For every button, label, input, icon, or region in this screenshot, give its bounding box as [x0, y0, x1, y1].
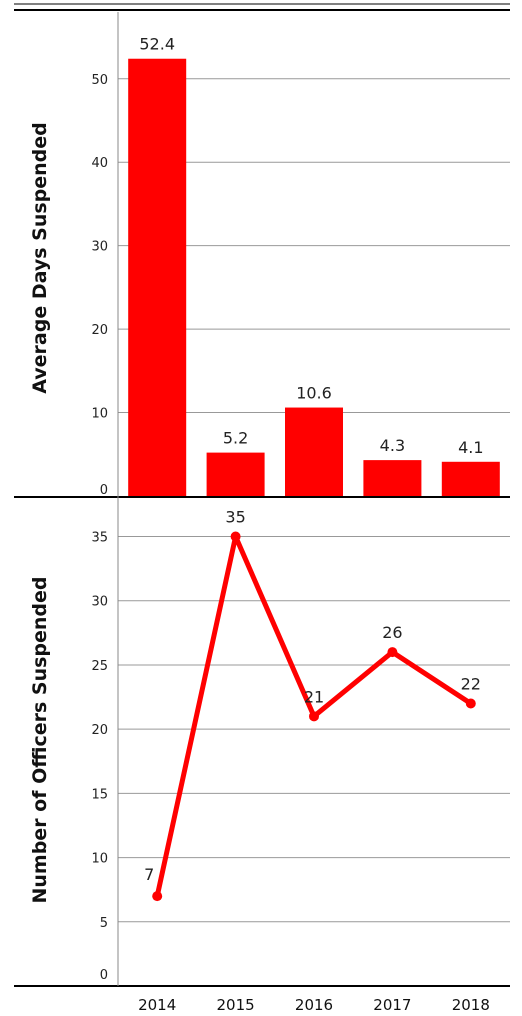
line-data-label: 22 [461, 674, 481, 693]
bar-y-tick: 50 [91, 73, 108, 88]
line-y-tick: 15 [91, 787, 108, 802]
line-point-2015 [230, 531, 241, 542]
line-data-label: 21 [304, 687, 324, 706]
line-data-labels: 7 35 21 26 22 [144, 508, 481, 885]
bar-data-label: 5.2 [223, 429, 248, 448]
line-y-tick: 20 [91, 723, 108, 738]
bar-y-tick: 40 [91, 156, 108, 171]
x-tick-2018: 2018 [452, 996, 490, 1014]
line-point-2017 [387, 647, 398, 658]
bar-y-tick-labels: 0 10 20 30 40 50 [91, 73, 108, 498]
line-y-tick: 35 [91, 531, 108, 546]
line-data-label: 35 [225, 508, 245, 527]
bar-data-label: 52.4 [139, 35, 175, 54]
x-tick-2014: 2014 [138, 996, 176, 1014]
x-tick-2015: 2015 [217, 996, 255, 1014]
line-points [152, 531, 476, 902]
bar-marks [128, 58, 500, 497]
bar-data-label: 10.6 [296, 384, 332, 403]
line-y-tick-labels: 0 5 10 15 20 25 30 35 [91, 531, 108, 983]
bar-2017 [363, 460, 422, 496]
x-tick-2017: 2017 [373, 996, 411, 1014]
bar-2018 [441, 461, 500, 496]
x-tick-2016: 2016 [295, 996, 333, 1014]
bar-data-label: 4.3 [380, 436, 405, 455]
line-y-tick: 5 [100, 916, 108, 931]
line-point-2018 [465, 698, 476, 709]
bar-2015 [206, 452, 265, 496]
bar-y-axis-label: Average Days Suspended [29, 122, 51, 394]
line-y-tick: 25 [91, 659, 108, 674]
line-point-2016 [309, 711, 319, 722]
x-tick-labels: 2014 2015 2016 2017 2018 [138, 996, 490, 1014]
line-y-tick: 0 [100, 968, 108, 983]
bar-data-labels: 52.4 5.2 10.6 4.3 4.1 [139, 35, 483, 457]
line-chart-panel: 0 5 10 15 20 25 30 35 7 35 21 26 22 Number of Offic… [29, 508, 510, 983]
line-data-label: 26 [382, 623, 402, 642]
line-data-label: 7 [144, 865, 154, 884]
bar-y-tick: 20 [91, 323, 108, 338]
line-y-axis-label: Number of Officers Suspended [29, 576, 51, 903]
line-point-2014 [152, 891, 163, 902]
bar-y-tick: 10 [91, 407, 108, 422]
bar-y-tick: 30 [91, 240, 108, 255]
bar-2016 [285, 407, 343, 496]
bar-chart-panel: 0 10 20 30 40 50 52.4 5.2 10.6 4.3 4.1 Average Da… [29, 35, 510, 498]
line-gridlines [118, 536, 510, 923]
bar-y-tick: 0 [100, 483, 108, 498]
bar-2014 [128, 58, 187, 497]
bar-data-label: 4.1 [458, 438, 483, 457]
line-y-tick: 10 [91, 852, 108, 867]
line-y-tick: 30 [91, 595, 108, 610]
